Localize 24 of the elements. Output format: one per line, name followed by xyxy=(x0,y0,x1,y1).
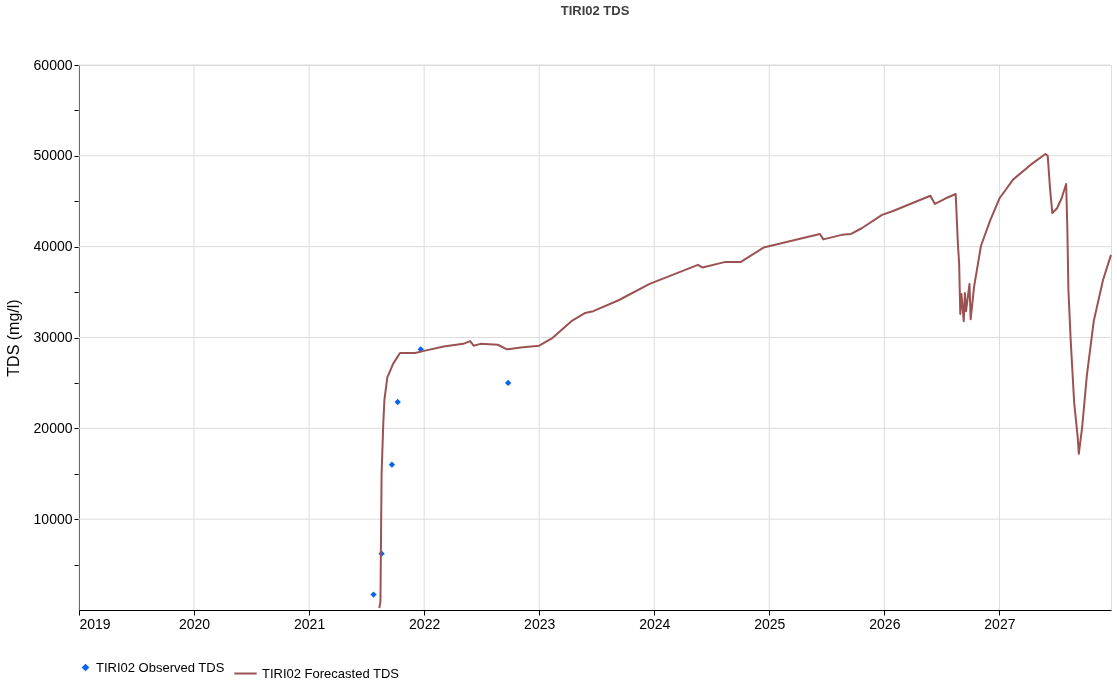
x-tick-label: 2027 xyxy=(984,615,1016,632)
chart-title: TIRI02 TDS xyxy=(560,3,630,18)
y-tick-label: 20000 xyxy=(33,419,73,436)
legend-label: TIRI02 Forecasted TDS xyxy=(262,665,400,681)
line-series xyxy=(378,153,1112,610)
x-tick-label: 2023 xyxy=(524,615,556,632)
legend-label: TIRI02 Observed TDS xyxy=(96,659,225,675)
point xyxy=(370,591,377,598)
x-tick-label: 2024 xyxy=(639,615,671,632)
point xyxy=(504,379,512,387)
x-tick-label: 2021 xyxy=(294,615,326,632)
y-tick-label: 60000 xyxy=(33,56,73,73)
x-tick-label: 2019 xyxy=(79,615,111,632)
y-tick-label: 10000 xyxy=(33,510,73,527)
y-tick-label: 40000 xyxy=(33,238,73,255)
y-tick-label: 50000 xyxy=(33,147,73,164)
y-axis-title: TDS (mg/l) xyxy=(4,299,22,377)
y-tick-label: 30000 xyxy=(33,329,73,345)
x-tick-label: 2026 xyxy=(869,615,901,632)
x-tick-label: 2025 xyxy=(754,615,786,632)
x-tick-label: 2020 xyxy=(178,615,211,632)
x-tick-label: 2022 xyxy=(409,615,441,632)
point xyxy=(394,398,401,406)
point xyxy=(388,461,396,468)
